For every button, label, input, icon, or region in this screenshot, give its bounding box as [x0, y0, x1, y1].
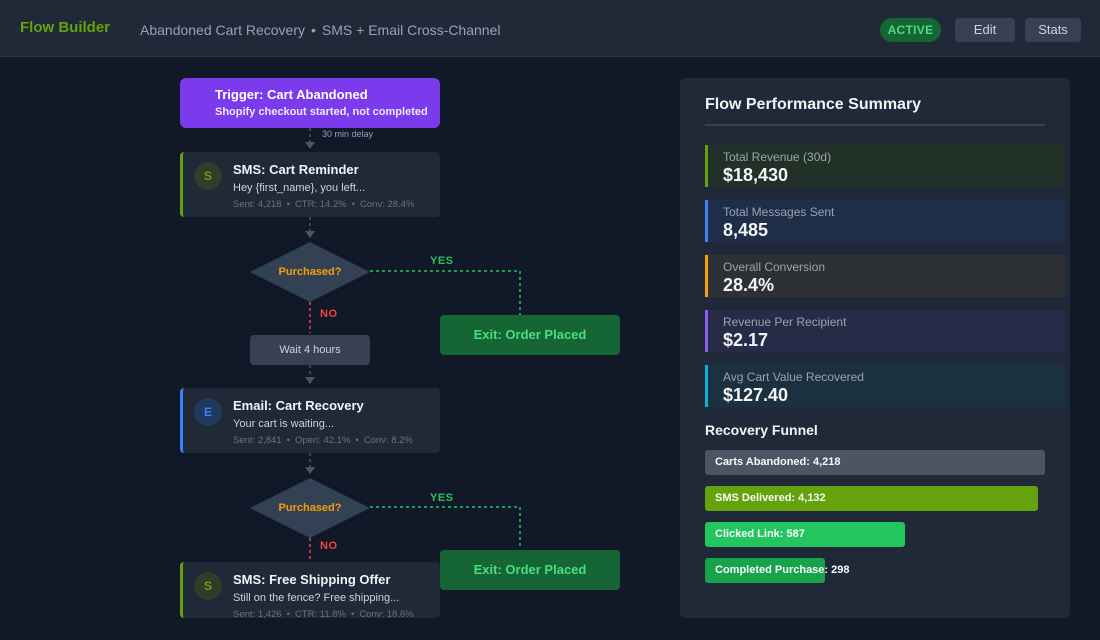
no-label: NO — [320, 540, 338, 552]
performance-summary-panel: Flow Performance Summary Total Revenue (… — [680, 78, 1070, 618]
node-message: Your cart is waiting... — [233, 418, 335, 430]
trigger-subtitle: Shopify checkout started, not completed — [215, 106, 428, 118]
stat-ctr: CTR: 14.2% — [294, 199, 347, 210]
funnel-title: Recovery Funnel — [705, 422, 818, 438]
email-icon: E — [194, 398, 222, 426]
decision-diamond[interactable] — [250, 242, 370, 302]
node-stats: Sent: 4,218 • CTR: 14.2% • Conv: 28.4% — [233, 199, 414, 210]
funnel-bar-carts-abandoned: Carts Abandoned: 4,218 — [705, 450, 1045, 475]
stat-separator: • — [286, 199, 290, 210]
stat-conv: Conv: 18.6% — [359, 609, 414, 618]
decision-diamond[interactable] — [250, 478, 370, 538]
flow-type: SMS + Email Cross-Channel — [321, 22, 501, 38]
metric-overall-conversion: Overall Conversion 28.4% — [705, 255, 1065, 297]
metric-value: 8,485 — [723, 220, 769, 240]
funnel-bar-clicked-link: Clicked Link: 587 — [705, 522, 905, 547]
metric-label: Total Revenue (30d) — [723, 150, 832, 164]
arrow-head-icon — [305, 467, 315, 474]
node-stats: Sent: 2,841 • Open: 42.1% • Conv: 8.2% — [233, 435, 413, 446]
sms-icon: S — [194, 162, 222, 190]
stat-separator: • — [351, 199, 356, 210]
email-cart-recovery-node[interactable]: E Email: Cart Recovery Your cart is wait… — [180, 388, 440, 453]
yes-path — [370, 270, 521, 315]
exit-order-placed-node[interactable]: Exit: Order Placed — [440, 550, 620, 590]
yes-label: YES — [430, 492, 454, 504]
metric-avg-cart-value: Avg Cart Value Recovered $127.40 — [705, 365, 1065, 407]
node-title: SMS: Free Shipping Offer — [233, 572, 391, 587]
status-badge: ACTIVE — [880, 18, 941, 42]
stat-separator: • — [355, 435, 359, 446]
stat-separator: • — [286, 435, 290, 446]
sms-cart-reminder-node[interactable]: S SMS: Cart Reminder Hey {first_name}, y… — [180, 152, 440, 217]
no-label: NO — [320, 308, 338, 320]
funnel-bar-completed-purchase: Completed Purchase: 298 — [705, 558, 850, 583]
stats-button[interactable]: Stats — [1025, 18, 1081, 42]
stat-open: Open: 42.1% — [294, 435, 351, 446]
stat-sent: Sent: 2,841 — [233, 435, 282, 446]
stat-conv: Conv: 28.4% — [360, 199, 415, 210]
metric-label: Revenue Per Recipient — [723, 315, 847, 329]
metric-label: Overall Conversion — [723, 260, 826, 274]
metric-revenue-per-recipient: Revenue Per Recipient $2.17 — [705, 310, 1065, 352]
node-title: Email: Cart Recovery — [233, 398, 364, 413]
edit-button[interactable]: Edit — [955, 18, 1015, 42]
stat-separator: • — [286, 609, 290, 618]
metric-label: Total Messages Sent — [723, 205, 835, 219]
app-title: Flow Builder — [20, 19, 110, 36]
metric-value: 28.4% — [723, 275, 775, 295]
metric-value: $2.17 — [723, 330, 769, 350]
node-message: Still on the fence? Free shipping... — [233, 592, 400, 604]
divider — [705, 124, 1045, 126]
node-message: Hey {first_name}, you left... — [233, 182, 366, 194]
flow-connectors — [250, 128, 521, 560]
yes-path — [370, 506, 521, 548]
panel-title: Flow Performance Summary — [705, 96, 922, 113]
stat-sent: Sent: 1,426 — [233, 609, 282, 618]
arrow-head-icon — [305, 231, 315, 238]
arrow-head-icon — [305, 142, 315, 149]
exit-order-placed-node[interactable]: Exit: Order Placed — [440, 315, 620, 355]
metric-label: Avg Cart Value Recovered — [723, 370, 864, 384]
stat-ctr: CTR: 11.8% — [294, 609, 346, 618]
metric-value: $127.40 — [723, 385, 789, 405]
metric-total-messages: Total Messages Sent 8,485 — [705, 200, 1065, 242]
breadcrumb: Abandoned Cart Recovery • SMS + Email Cros… — [140, 22, 500, 38]
decision-label: Purchased? — [278, 266, 342, 278]
metric-value: $18,430 — [723, 165, 789, 185]
node-title: SMS: Cart Reminder — [233, 162, 359, 177]
sms-free-shipping-node[interactable]: S SMS: Free Shipping Offer Still on the … — [180, 562, 440, 618]
trigger-node[interactable]: Trigger: Cart Abandoned Shopify checkout… — [180, 78, 440, 128]
top-bar: Flow Builder Abandoned Cart Recovery • SMS… — [0, 0, 1100, 57]
sms-icon: S — [194, 572, 222, 600]
stat-sent: Sent: 4,218 — [233, 199, 282, 210]
breadcrumb-separator: • — [311, 22, 316, 38]
stat-separator: • — [350, 609, 355, 618]
arrow-head-icon — [305, 377, 315, 384]
flow-name: Abandoned Cart Recovery — [140, 22, 305, 38]
metric-total-revenue: Total Revenue (30d) $18,430 — [705, 145, 1065, 187]
yes-label: YES — [430, 255, 454, 267]
delay-label: 30 min delay — [322, 129, 374, 139]
stat-conv: Conv: 8.2% — [363, 435, 413, 446]
wait-node[interactable]: Wait 4 hours — [250, 335, 370, 365]
funnel-bar-sms-delivered: SMS Delivered: 4,132 — [705, 486, 1038, 511]
decision-label: Purchased? — [278, 502, 342, 514]
node-stats: Sent: 1,426 • CTR: 11.8% • Conv: 18.6% — [233, 609, 414, 618]
trigger-title: Trigger: Cart Abandoned — [215, 87, 368, 102]
